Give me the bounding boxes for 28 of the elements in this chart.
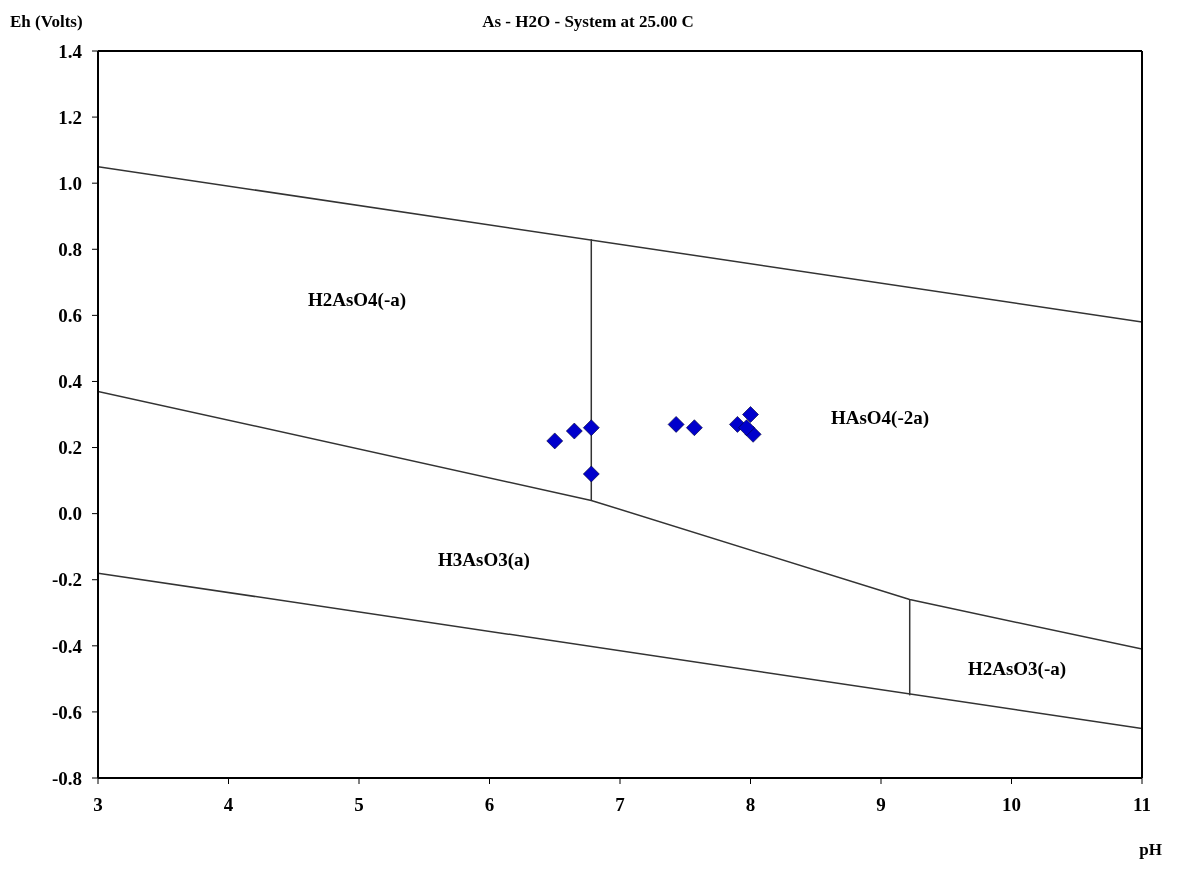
x-tick-label: 7 [615,794,626,816]
annotation: HAsO4(-2a) [830,407,930,429]
x-tick-label: 4 [223,794,234,816]
y-tick-label: -0.8 [51,767,82,789]
y-tick-label: -0.2 [51,569,82,591]
y-tick-label: -0.6 [51,701,82,723]
x-tick-label: 11 [1133,794,1151,816]
x-tick-label: 10 [1002,794,1021,816]
x-axis-title: pH [1139,840,1162,860]
y-tick-label: 1.0 [58,172,82,194]
annotation: H3AsO3(a) [438,549,530,571]
y-tick-label: 1.4 [58,40,83,62]
x-tick-label: 6 [484,794,495,816]
annotation: H2AsO3(-a) [967,658,1067,680]
y-tick-label: 0.8 [58,239,82,261]
y-tick-label: -0.4 [51,635,83,657]
x-tick-label: 3 [93,794,103,816]
x-tick-label: 8 [745,794,756,816]
x-tick-label: 9 [876,794,886,816]
x-tick-label: 5 [354,794,364,816]
y-tick-label: 0.4 [58,371,83,393]
chart-title: As - H2O - System at 25.00 C [482,12,694,31]
annotation: H2AsO4(-a) [307,289,407,311]
y-tick-label: 1.2 [58,106,82,128]
y-axis-title: Eh (Volts) [10,12,83,32]
y-tick-label: 0.6 [58,305,82,327]
y-tick-label: 0.0 [58,503,82,525]
y-tick-label: 0.2 [58,437,82,459]
